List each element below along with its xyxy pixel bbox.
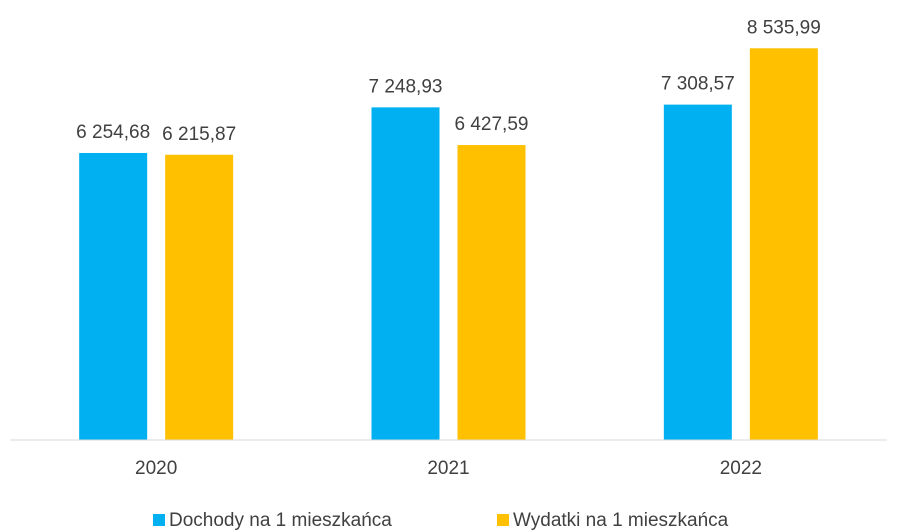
data-label: 6 215,87 (162, 124, 236, 145)
bar (457, 145, 526, 440)
x-tick-label: 2020 (135, 458, 177, 479)
bar (749, 48, 818, 440)
legend-label: Dochody na 1 mieszkańca (169, 510, 392, 531)
bar (79, 152, 148, 441)
legend-label: Wydatki na 1 mieszkańca (513, 510, 729, 531)
data-label: 6 427,59 (455, 114, 529, 135)
data-label: 7 308,57 (661, 74, 735, 95)
x-tick-label: 2021 (427, 458, 469, 479)
legend-swatch (497, 514, 509, 526)
data-label: 6 254,68 (76, 122, 150, 143)
data-label: 8 535,99 (747, 17, 821, 38)
bar (663, 104, 732, 440)
bar (371, 107, 440, 440)
legend-swatch (153, 514, 165, 526)
bar (165, 154, 234, 441)
data-label: 7 248,93 (369, 76, 443, 97)
x-tick-label: 2022 (720, 458, 762, 479)
